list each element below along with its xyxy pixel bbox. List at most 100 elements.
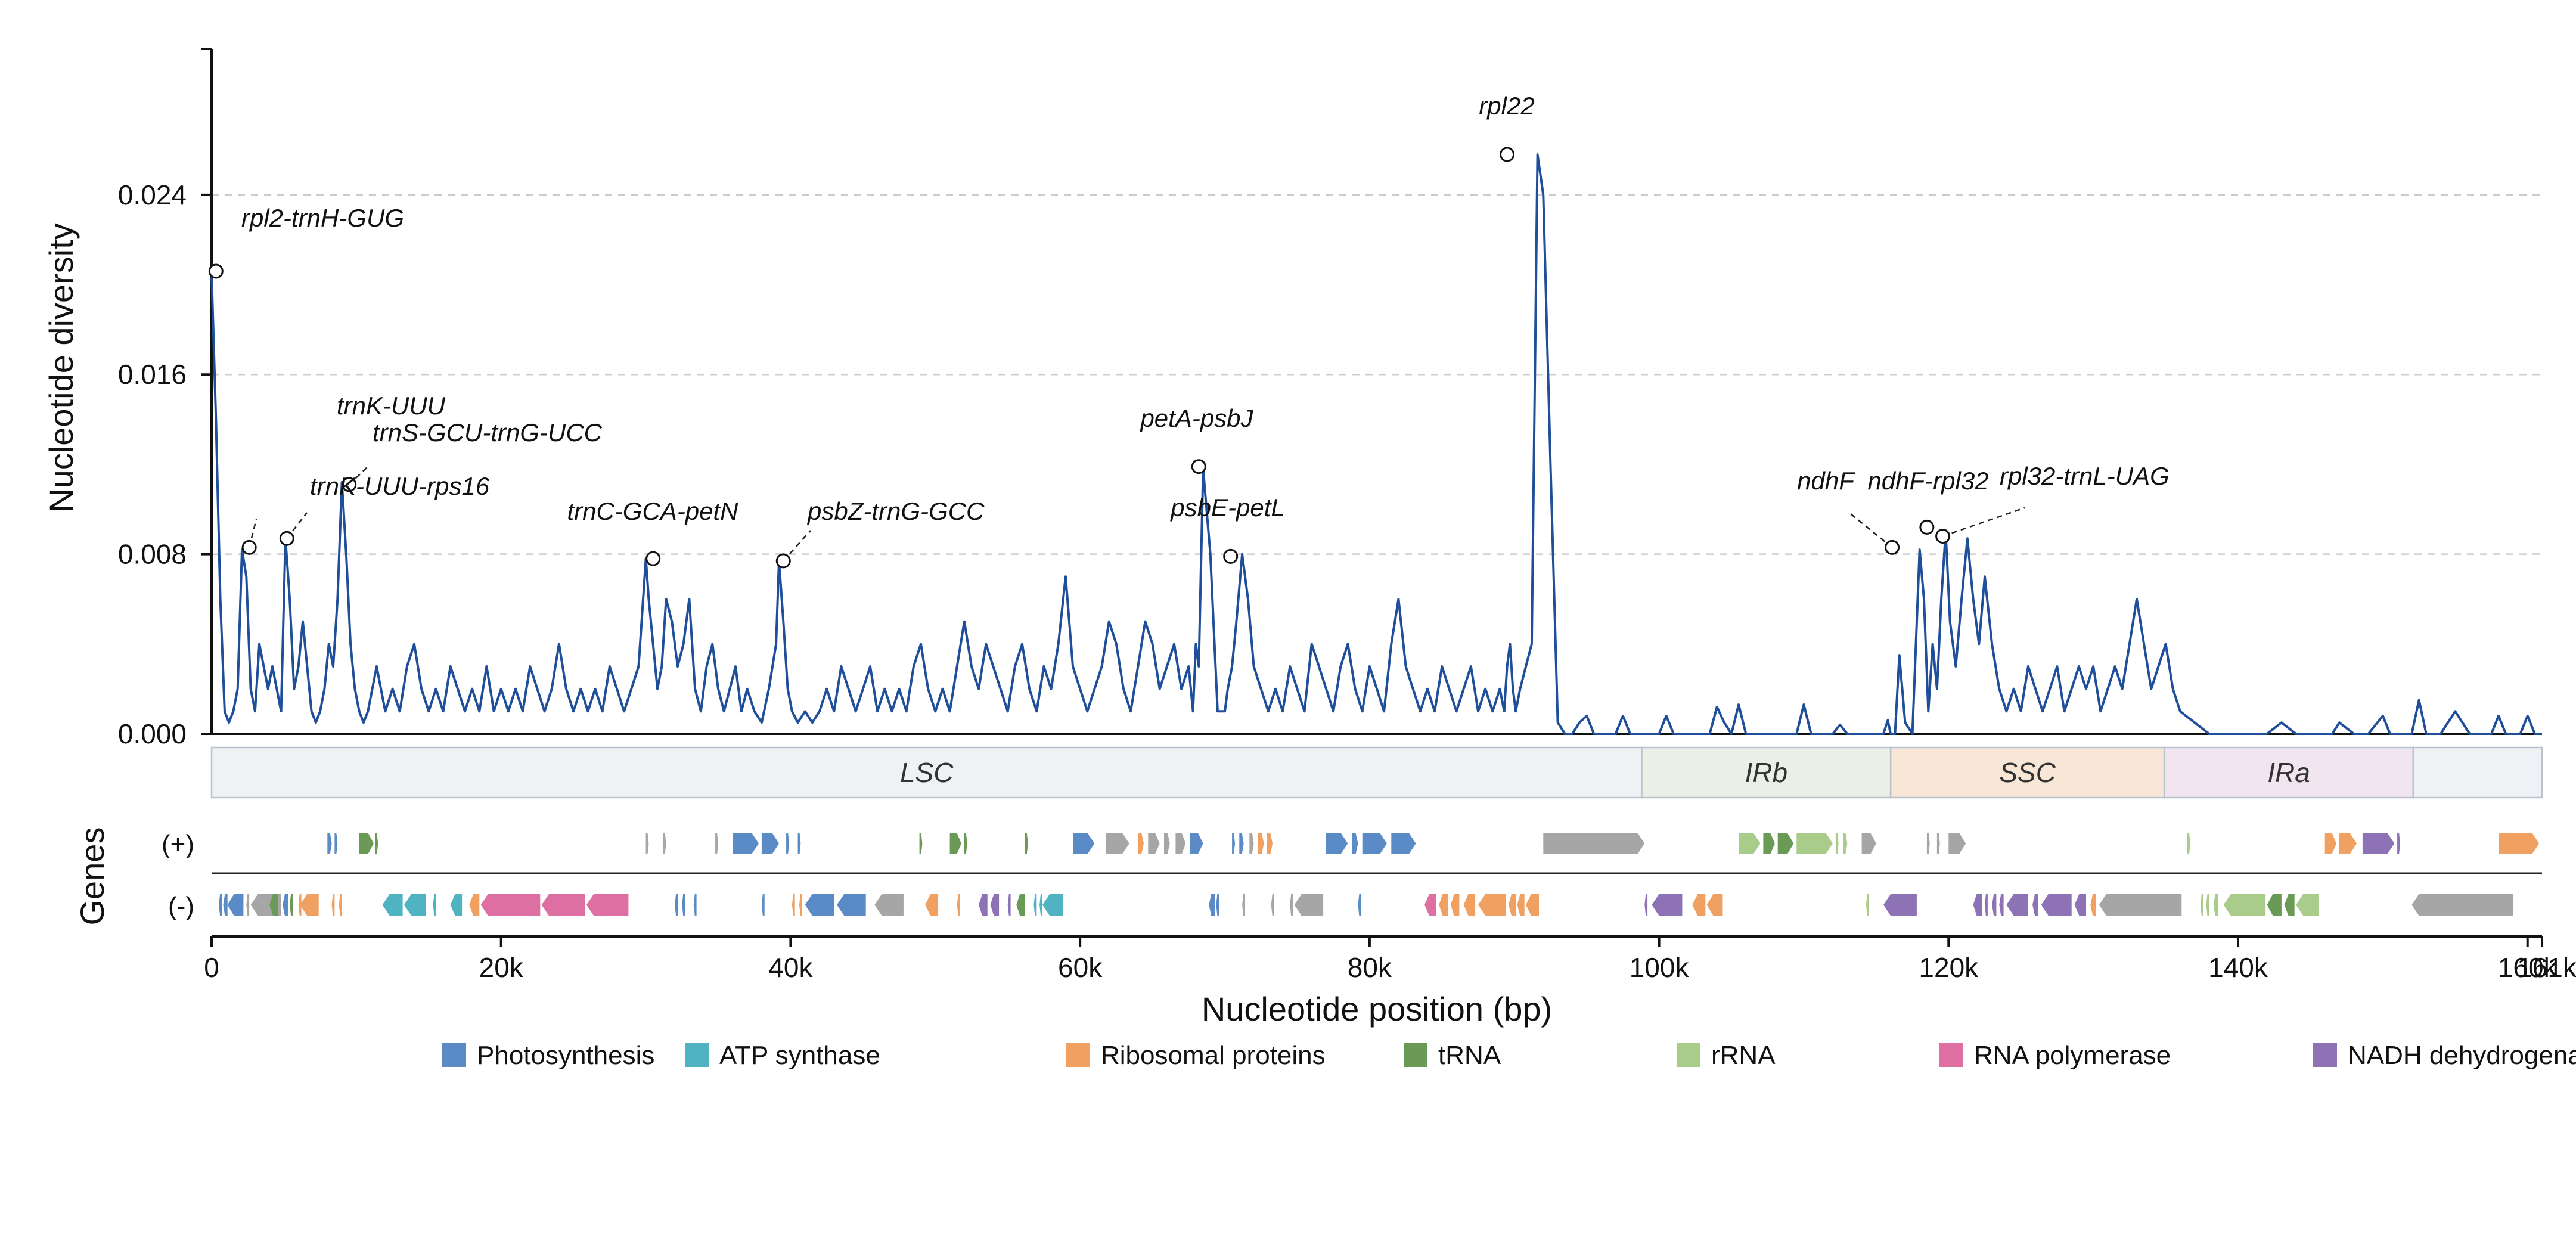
peak-marker: [1919, 519, 1935, 535]
gene-minus: [450, 894, 463, 916]
y-axis: 0.000 0.008 0.016 0.024: [118, 48, 2542, 749]
legend-label: rRNA: [1711, 1041, 1776, 1070]
peak-label: psbE-petL: [1169, 494, 1284, 522]
gene-minus: [2223, 894, 2266, 916]
legend-swatch: [1404, 1043, 1427, 1067]
diversity-series: [210, 153, 2542, 735]
gene-plus: [2397, 833, 2400, 854]
peak-label: trnC-GCA-petN: [567, 497, 738, 525]
gene-minus: [1992, 894, 1997, 916]
gene-plus: [1232, 833, 1235, 854]
region-label: IRa: [2267, 757, 2310, 788]
gene-minus: [541, 894, 585, 916]
y-tick-label: 0.024: [118, 179, 187, 210]
gene-plus: [1164, 833, 1170, 854]
x-tick-label: 160k: [2498, 952, 2558, 983]
gene-plus: [1190, 833, 1203, 854]
gene-plus: [1326, 833, 1348, 854]
gene-minus: [2090, 894, 2096, 916]
gene-minus: [2284, 894, 2295, 916]
x-axis-title: Nucleotide position (bp): [1202, 990, 1552, 1028]
gene-plus: [359, 833, 374, 854]
legend-swatch: [1677, 1043, 1700, 1067]
y-tick-label: 0.008: [118, 539, 187, 570]
gene-minus: [990, 894, 1000, 916]
peak-marker: [645, 551, 661, 566]
gene-plus: [1073, 833, 1095, 854]
peak-label: trnK-UUU: [337, 392, 446, 420]
region-block: [1641, 746, 1892, 799]
gene-plus: [1948, 833, 1966, 854]
gene-minus: [1866, 894, 1869, 916]
gene-minus: [1999, 894, 2004, 916]
peak-marker: [342, 477, 357, 492]
gene-minus: [339, 894, 342, 916]
gene-plus: [1835, 833, 1839, 854]
x-tick-label: 20k: [479, 952, 524, 983]
legend-swatch: [1939, 1043, 1963, 1067]
gene-minus: [480, 894, 541, 916]
gene-plus: [327, 833, 332, 854]
x-tick-label: 40k: [768, 952, 813, 983]
gene-plus: [2499, 833, 2540, 854]
gene-plus: [2324, 833, 2337, 854]
peak-label: rpl2-trnH-GUG: [241, 204, 404, 232]
x-tick-label: 80k: [1348, 952, 1392, 983]
gene-plus: [1936, 833, 1940, 854]
legend-swatch: [2313, 1043, 2337, 1067]
x-tick-label: 140k: [2208, 952, 2268, 983]
peak-label: rpl22: [1479, 92, 1534, 120]
gene-minus: [1450, 894, 1460, 916]
peak-label: ndhF-rpl32: [1867, 467, 1988, 495]
peak-label: psbZ-trnG-GCC: [806, 497, 985, 525]
x-tick-label: 100k: [1630, 952, 1690, 983]
gene-minus: [227, 894, 244, 916]
gene-plus: [733, 833, 759, 854]
y-tick-label: 0.016: [118, 359, 187, 390]
gene-minus: [219, 894, 222, 916]
peak-marker: [1500, 147, 1515, 162]
gene-plus: [1391, 833, 1416, 854]
gene-plus: [715, 833, 718, 854]
gene-plus: [1739, 833, 1761, 854]
gene-minus: [1526, 894, 1539, 916]
legend-label: Photosynthesis: [477, 1041, 654, 1070]
region-track: LSC IRb SSC IRa: [210, 746, 2543, 799]
gene-minus: [1652, 894, 1683, 916]
gene-minus: [874, 894, 904, 916]
gene-minus: [1478, 894, 1506, 916]
gene-minus: [1424, 894, 1436, 916]
peak-marker: [775, 553, 791, 569]
gene-minus: [1033, 894, 1037, 916]
gene-minus: [1517, 894, 1525, 916]
gene-minus: [1271, 894, 1274, 916]
gene-minus: [761, 894, 765, 916]
peak-marker: [208, 263, 224, 279]
gene-plus: [1763, 833, 1775, 854]
diversity-line: [210, 153, 2542, 735]
peak-leader: [783, 530, 811, 562]
x-tick-label-end: 161k: [2517, 952, 2576, 983]
gene-minus: [1216, 894, 1219, 916]
gene-minus: [792, 894, 795, 916]
region-block: [2412, 746, 2543, 799]
gene-minus: [2213, 894, 2218, 916]
gene-minus: [331, 894, 335, 916]
legend-swatch: [685, 1043, 709, 1067]
gene-plus: [1025, 833, 1028, 854]
legend-swatch: [1066, 1043, 1090, 1067]
gene-minus: [1706, 894, 1723, 916]
peak-marker: [1191, 459, 1206, 474]
gene-minus: [2074, 894, 2086, 916]
gene-plus: [663, 833, 666, 854]
gene-plus: [2362, 833, 2395, 854]
gene-plus: [1267, 833, 1273, 854]
gene-minus: [1692, 894, 1706, 916]
x-tick-label: 120k: [1919, 952, 1979, 983]
gene-minus: [433, 894, 436, 916]
gene-minus: [1985, 894, 1988, 916]
gene-track: [219, 833, 2540, 916]
gene-minus: [1973, 894, 1982, 916]
